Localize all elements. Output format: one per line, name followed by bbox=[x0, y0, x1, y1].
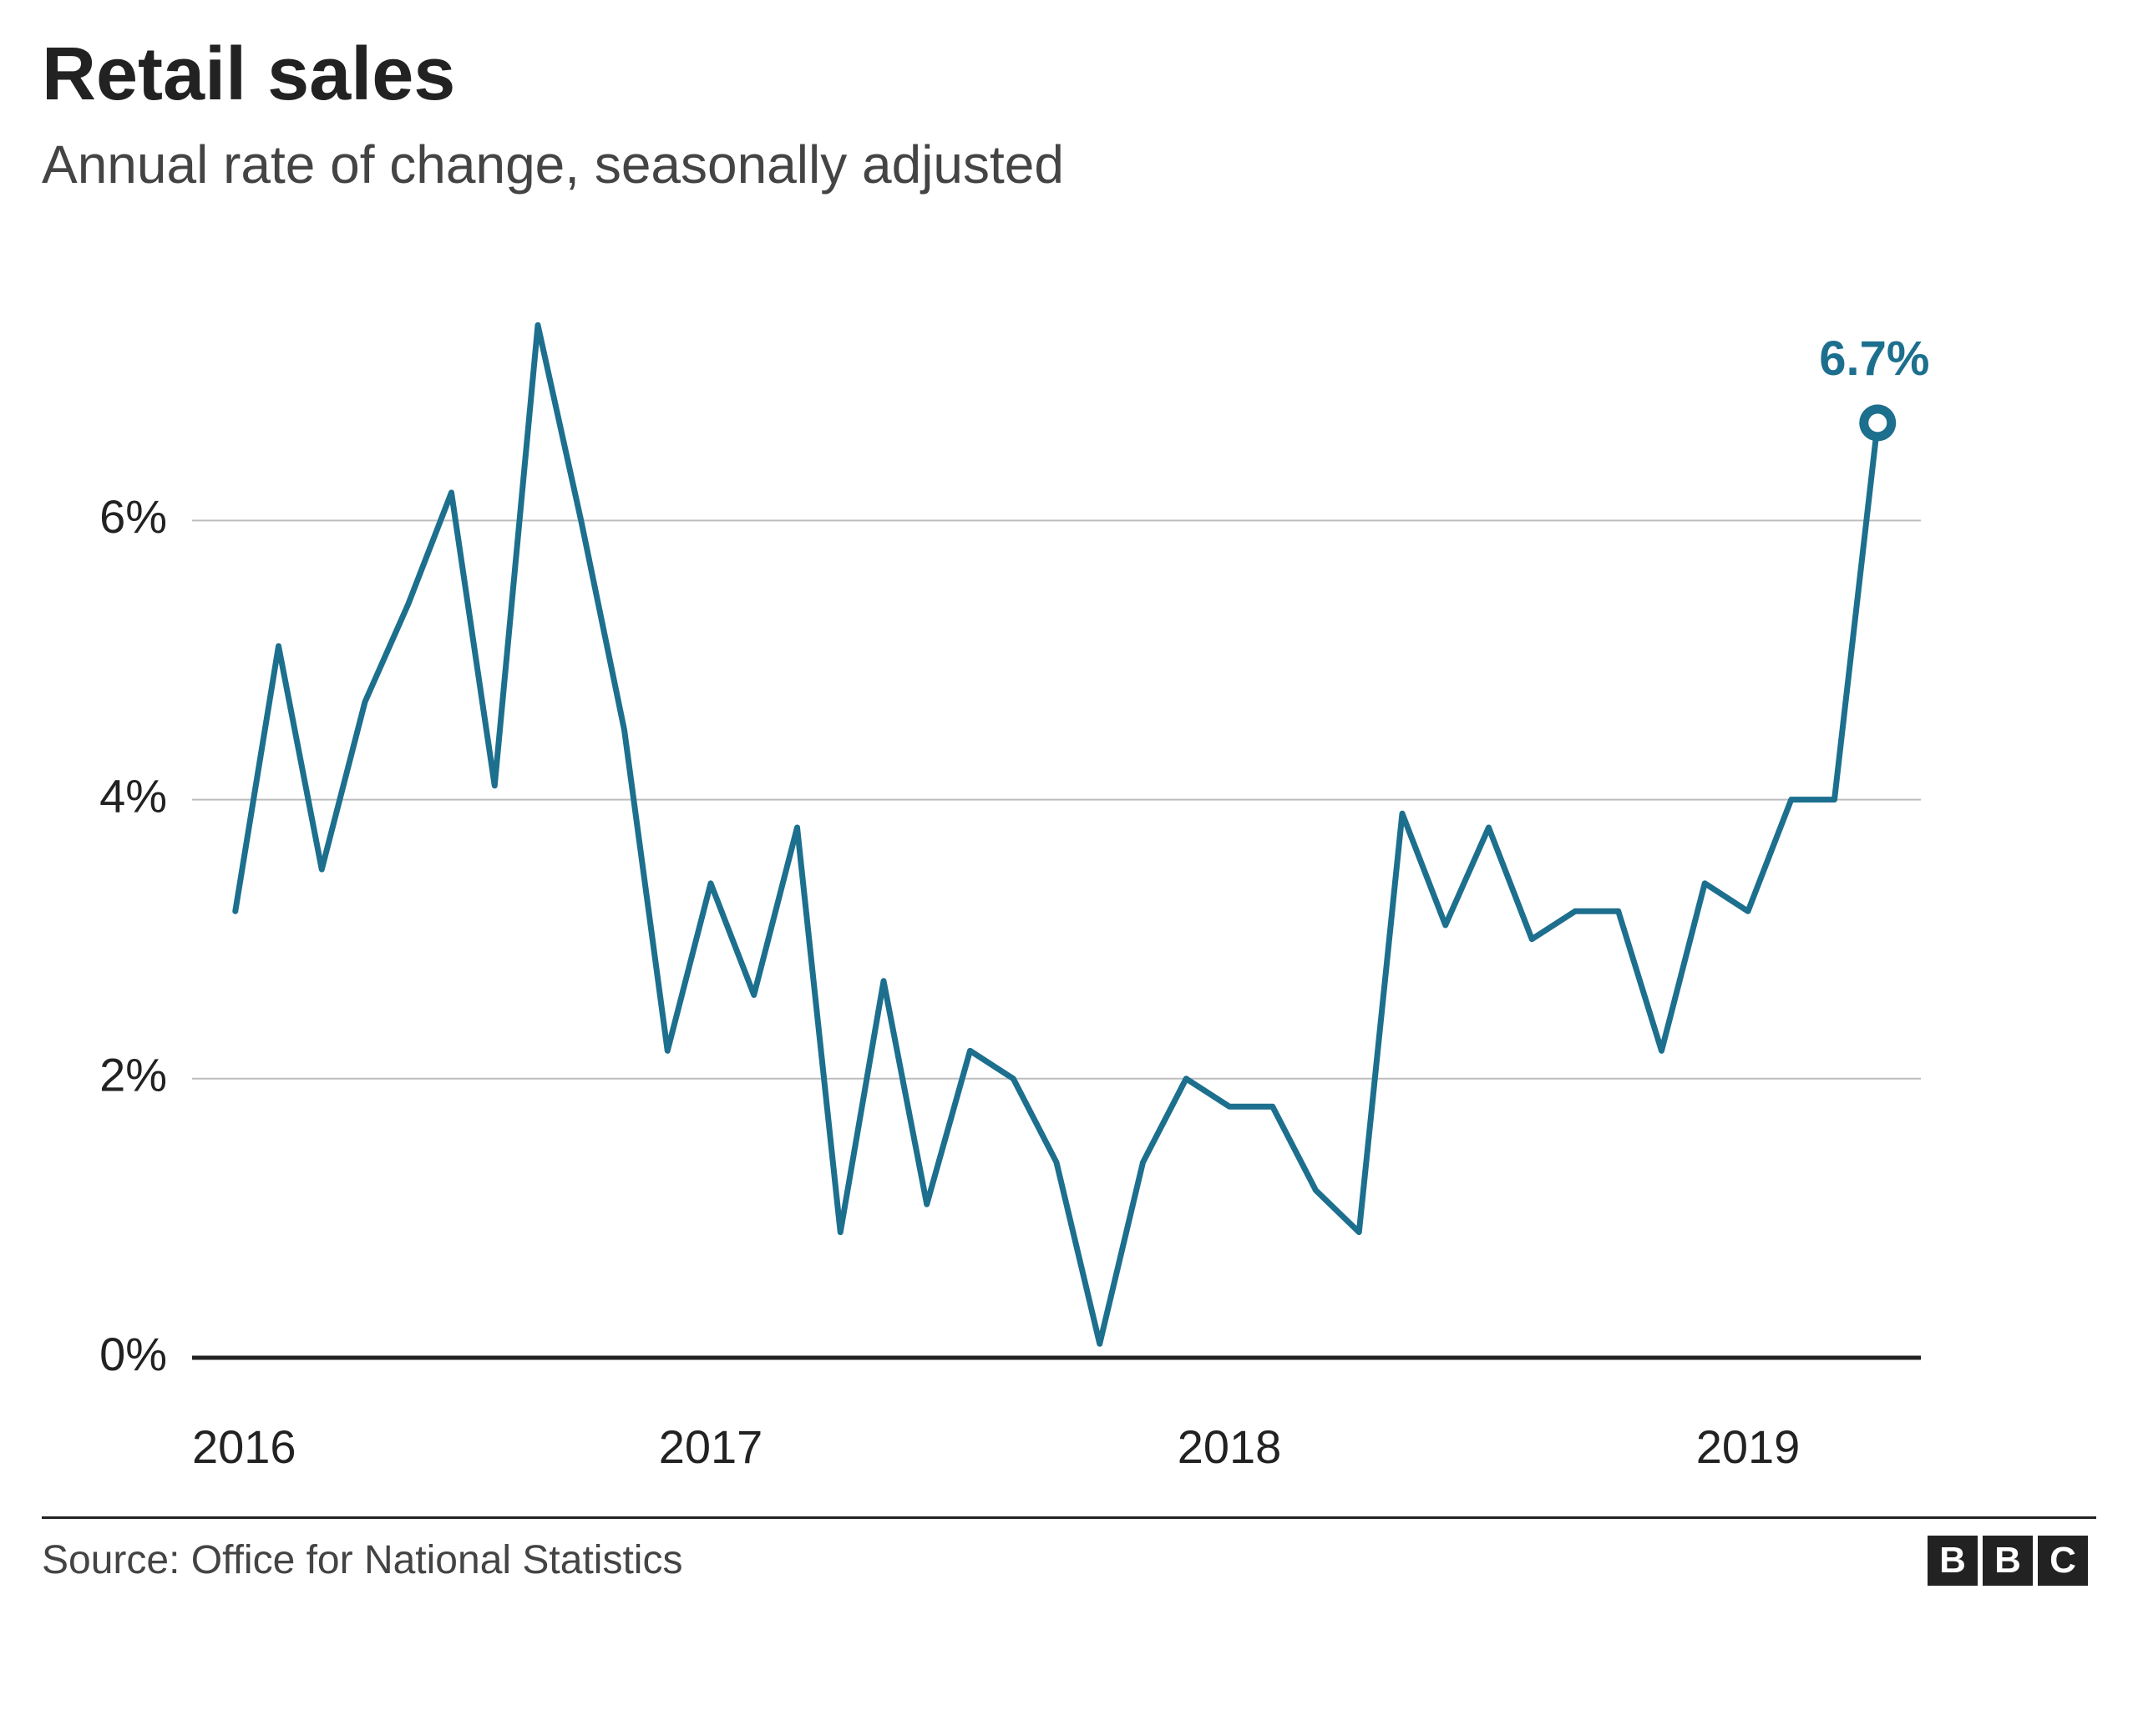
svg-text:0%: 0% bbox=[99, 1328, 167, 1380]
chart-subtitle: Annual rate of change, seasonally adjust… bbox=[42, 133, 2096, 197]
svg-text:6%: 6% bbox=[99, 490, 167, 543]
bbc-logo-letter: B bbox=[1928, 1536, 1978, 1586]
bbc-logo: B B C bbox=[1928, 1536, 2088, 1586]
end-point-label: 6.7% bbox=[1819, 331, 1929, 387]
line-chart-svg: 0% 2% 4% 6% 2016 2017 2018 2019 bbox=[42, 230, 2013, 1483]
svg-text:2016: 2016 bbox=[192, 1420, 296, 1473]
svg-text:2017: 2017 bbox=[659, 1420, 763, 1473]
footer-row: Source: Office for National Statistics B… bbox=[42, 1536, 2096, 1586]
svg-text:2%: 2% bbox=[99, 1048, 167, 1101]
bbc-logo-letter: B bbox=[1983, 1536, 2033, 1586]
svg-text:4%: 4% bbox=[99, 769, 167, 822]
bbc-logo-letter: C bbox=[2038, 1536, 2088, 1586]
chart-title: Retail sales bbox=[42, 33, 2096, 116]
footer-divider bbox=[42, 1516, 2096, 1519]
source-label: Source: Office for National Statistics bbox=[42, 1537, 682, 1583]
svg-text:2018: 2018 bbox=[1178, 1420, 1282, 1473]
plot-area: 0% 2% 4% 6% 2016 2017 2018 2019 6.7% bbox=[42, 230, 2096, 1483]
retail-sales-chart: Retail sales Annual rate of change, seas… bbox=[0, 0, 2138, 1736]
svg-text:2019: 2019 bbox=[1696, 1420, 1801, 1473]
